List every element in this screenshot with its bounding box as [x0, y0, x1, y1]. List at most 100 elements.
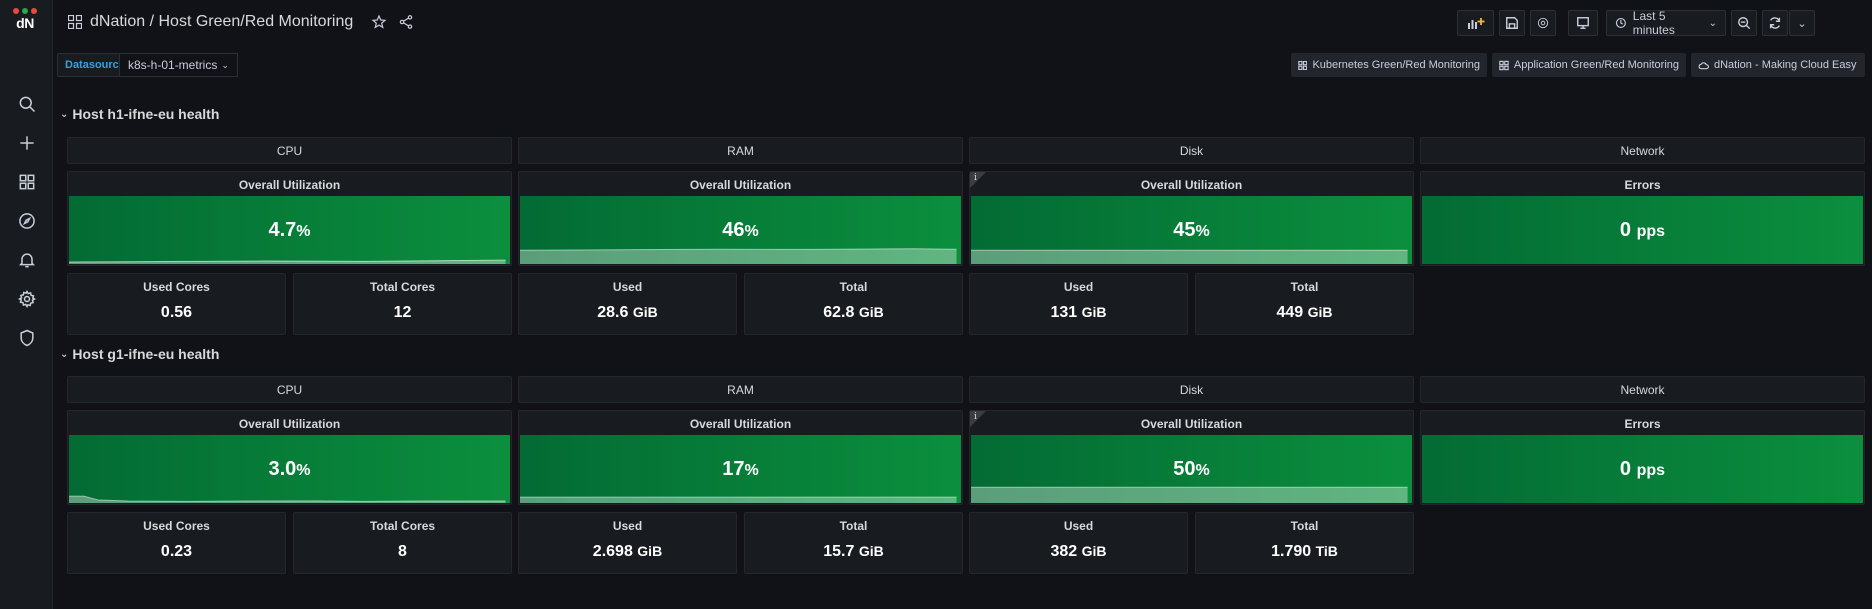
breadcrumb[interactable]: dNation / Host Green/Red Monitoring — [90, 13, 354, 30]
gear-icon — [1537, 17, 1549, 29]
alerting-icon[interactable] — [15, 248, 39, 272]
refresh-button[interactable] — [1762, 10, 1788, 36]
chevron-down-icon: ⌄ — [60, 108, 69, 120]
link-kubernetes-monitoring[interactable]: Kubernetes Green/Red Monitoring — [1291, 53, 1487, 77]
disk-used-panel[interactable]: Used 131 GiB — [969, 273, 1188, 335]
disk-used-panel[interactable]: Used 382 GiB — [969, 512, 1188, 574]
info-icon[interactable]: i — [974, 173, 977, 183]
ram-total-panel[interactable]: Total 62.8 GiB — [744, 273, 963, 335]
save-dashboard-button[interactable] — [1499, 10, 1525, 36]
ram-used-panel[interactable]: Used 2.698 GiB — [518, 512, 737, 574]
panel-title: Used — [1063, 519, 1094, 533]
value-unit: GiB — [1307, 304, 1333, 320]
disk-section-header: Disk — [969, 137, 1414, 164]
dashboard-settings-button[interactable] — [1530, 10, 1556, 36]
link-label: Application Green/Red Monitoring — [1513, 59, 1679, 71]
sparkline — [520, 248, 957, 264]
value-number: 4.7 — [268, 218, 297, 241]
value-unit: % — [1195, 222, 1210, 240]
info-icon[interactable]: i — [974, 412, 977, 422]
network-errors-panel[interactable]: Errors 0 pps — [1420, 410, 1865, 505]
panel-title: Overall Utilization — [689, 178, 792, 192]
disk-utilization-panel[interactable]: i Overall Utilization 50% — [969, 410, 1414, 505]
info-corner[interactable] — [970, 411, 986, 427]
shield-icon[interactable] — [15, 326, 39, 350]
network-section-header: Network — [1420, 137, 1865, 164]
dnation-logo[interactable]: dN — [10, 8, 40, 36]
cpu-section-header: CPU — [67, 376, 512, 403]
ram-section-header: RAM — [518, 376, 963, 403]
stat-value: 0.56 — [160, 304, 193, 321]
stat-value-area: 46% — [520, 196, 961, 264]
view-mode-button[interactable] — [1568, 10, 1598, 36]
sparkline — [520, 496, 957, 503]
section-title: Network — [1620, 144, 1665, 158]
value-unit: pps — [1636, 222, 1666, 240]
value-unit: GiB — [1081, 543, 1107, 559]
link-label: dNation - Making Cloud Easy — [1714, 59, 1857, 71]
share-icon[interactable] — [398, 14, 414, 30]
value-number: 45 — [1173, 218, 1196, 241]
cpu-utilization-panel[interactable]: Overall Utilization 4.7% — [67, 171, 512, 266]
panel-title: Used — [612, 280, 643, 294]
add-panel-icon — [1467, 18, 1484, 29]
info-corner[interactable] — [970, 172, 986, 188]
value-number: 17 — [722, 457, 745, 480]
ram-used-panel[interactable]: Used 28.6 GiB — [518, 273, 737, 335]
section-title: Disk — [1179, 383, 1204, 397]
stat-value: 8 — [398, 543, 407, 560]
refresh-interval-dropdown[interactable]: ⌄ — [1789, 10, 1815, 36]
plus-icon[interactable] — [15, 131, 39, 155]
value-unit: pps — [1636, 461, 1666, 479]
dashboards-icon[interactable] — [15, 170, 39, 194]
star-icon[interactable] — [371, 14, 387, 30]
cpu-utilization-panel[interactable]: Overall Utilization 3.0% — [67, 410, 512, 505]
panel-title: Total — [1290, 280, 1319, 294]
stat-value: 12 — [393, 304, 412, 321]
panel-title: Overall Utilization — [238, 417, 341, 431]
panel-title: Used Cores — [143, 280, 210, 294]
link-dnation[interactable]: dNation - Making Cloud Easy — [1691, 53, 1865, 77]
value-unit: % — [744, 461, 759, 479]
add-panel-button[interactable] — [1457, 10, 1494, 36]
zoom-out-button[interactable] — [1731, 10, 1757, 36]
value-unit: % — [1195, 461, 1210, 479]
ram-total-panel[interactable]: Total 15.7 GiB — [744, 512, 963, 574]
panel-title: Used — [1063, 280, 1094, 294]
used-cores-panel[interactable]: Used Cores 0.56 — [67, 273, 286, 335]
save-icon — [1506, 17, 1518, 29]
stat-value: 17% — [722, 458, 758, 481]
explore-icon[interactable] — [15, 209, 39, 233]
disk-section-header: Disk — [969, 376, 1414, 403]
stat-value: 50% — [1173, 458, 1209, 481]
configuration-icon[interactable] — [15, 287, 39, 311]
stat-value: 3.0% — [268, 458, 310, 481]
ram-utilization-panel[interactable]: Overall Utilization 17% — [518, 410, 963, 505]
stat-value-area: 45% — [971, 196, 1412, 264]
network-errors-panel[interactable]: Errors 0 pps — [1420, 171, 1865, 266]
disk-utilization-panel[interactable]: i Overall Utilization 45% — [969, 171, 1414, 266]
section-title: Network — [1620, 383, 1665, 397]
row-header-host-2[interactable]: ⌄ Host g1-ifne-eu health — [60, 346, 219, 362]
total-cores-panel[interactable]: Total Cores 8 — [293, 512, 512, 574]
row-header-host-1[interactable]: ⌄ Host h1-ifne-eu health — [60, 106, 219, 122]
logo-dot — [31, 8, 37, 14]
total-cores-panel[interactable]: Total Cores 12 — [293, 273, 512, 335]
link-application-monitoring[interactable]: Application Green/Red Monitoring — [1492, 53, 1686, 77]
used-cores-panel[interactable]: Used Cores 0.23 — [67, 512, 286, 574]
cpu-section-header: CPU — [67, 137, 512, 164]
value-number: 15.7 — [823, 543, 855, 560]
panel-title: Used — [612, 519, 643, 533]
time-range-picker[interactable]: Last 5 minutes ⌄ — [1606, 9, 1726, 37]
network-section-header: Network — [1420, 376, 1865, 403]
ram-utilization-panel[interactable]: Overall Utilization 46% — [518, 171, 963, 266]
stat-value: 382 GiB — [970, 543, 1187, 561]
stat-value-area: 0 pps — [1422, 196, 1863, 264]
sparkline — [971, 486, 1408, 503]
datasource-variable-select[interactable]: k8s-h-01-metrics ⌄ — [119, 53, 238, 77]
clock-icon — [1615, 17, 1626, 29]
disk-total-panel[interactable]: Total 449 GiB — [1195, 273, 1414, 335]
disk-total-panel[interactable]: Total 1.790 TiB — [1195, 512, 1414, 574]
search-icon[interactable] — [15, 92, 39, 116]
value-unit: % — [296, 461, 311, 479]
